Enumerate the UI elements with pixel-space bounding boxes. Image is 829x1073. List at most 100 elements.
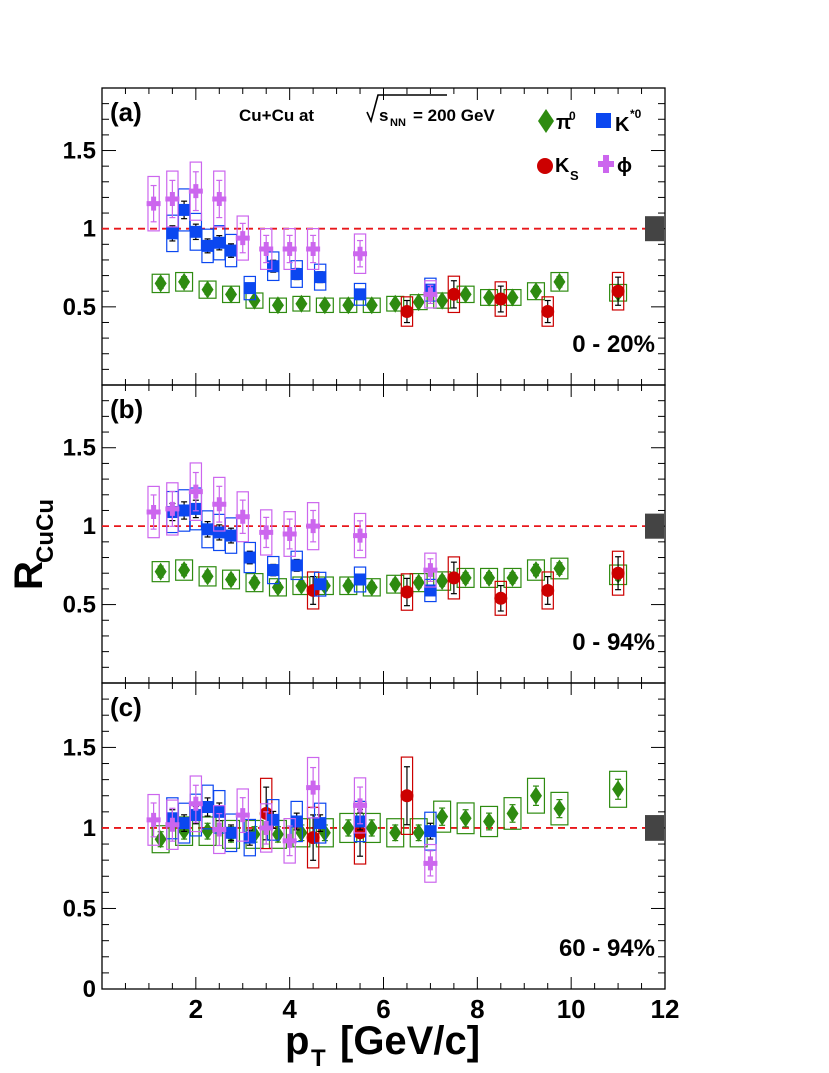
phi-marker [188, 484, 203, 499]
y-axis-title-sub: CuCu [32, 499, 59, 563]
x-tick-label: 4 [282, 994, 297, 1024]
pi0-marker [342, 576, 355, 595]
legend-kstar-marker [596, 113, 611, 128]
phi-marker [165, 501, 180, 516]
kstar-marker [178, 817, 191, 830]
legend-pi0-marker [538, 109, 554, 133]
pi0-marker [412, 573, 425, 592]
pi0-marker [553, 272, 566, 291]
phi-marker [282, 833, 297, 848]
kstar-marker [424, 584, 437, 597]
phi-marker [212, 497, 227, 512]
pi0-sys-box [503, 567, 522, 588]
x-axis-title-unit: [GeV/c] [340, 1019, 480, 1063]
phi-marker [306, 242, 321, 257]
phi-marker [235, 509, 250, 524]
phi-marker [212, 191, 227, 206]
x-tick-label: 8 [470, 994, 484, 1024]
pi0-marker [154, 562, 167, 581]
legend-ks-marker [537, 158, 553, 174]
legend-phi-label: ϕ [617, 155, 632, 177]
pi0-marker [436, 572, 449, 591]
pi0-marker [459, 568, 472, 587]
pi0-sys-box [480, 805, 499, 838]
pi0-marker [225, 285, 238, 304]
pi0-marker [529, 561, 542, 580]
x-tick-label: 6 [376, 994, 390, 1024]
kstar-marker [213, 805, 226, 818]
legend-phi-marker [598, 155, 614, 173]
phi-marker [188, 796, 203, 811]
kstar-marker [314, 817, 327, 830]
kstar-marker [178, 203, 191, 216]
x-tick-label: 12 [651, 994, 680, 1024]
x-axis-title-base: p [285, 1019, 309, 1063]
legend-kstar-sup: *0 [630, 107, 642, 121]
ks-marker [541, 583, 555, 597]
legend-energy-value: = 200 GeV [413, 106, 495, 125]
pi0-marker [295, 576, 308, 595]
kstar-marker [314, 578, 327, 591]
kstar-marker [189, 225, 202, 238]
pi0-sys-box [550, 557, 569, 580]
x-tick-label: 10 [557, 994, 586, 1024]
pi0-marker [529, 282, 542, 301]
centrality-label: 60 - 94% [559, 935, 655, 962]
pi0-marker [483, 812, 496, 831]
panel-a: 0.5 1 1.5 (a) 0 - 20% [63, 87, 666, 386]
kstar-marker [225, 529, 238, 542]
y-tick-label: 1.5 [63, 734, 96, 761]
pi0-marker [483, 568, 496, 587]
pi0-marker [389, 575, 402, 594]
pi0-marker [389, 823, 402, 842]
legend: Cu+Cu at s NN = 200 GeV π 0 K *0 K S ϕ [239, 94, 642, 183]
panel-b: 0.5 1 1.5 (b) 0 - 94% [63, 384, 666, 684]
kstar-marker [267, 564, 280, 577]
kstar-marker [213, 236, 226, 249]
ks-marker [611, 284, 625, 298]
legend-pi0-label: π [556, 112, 571, 134]
legend-system: Cu+Cu at [239, 106, 314, 125]
y-tick-label: 0.5 [63, 294, 96, 321]
pi0-sys-box [175, 271, 194, 292]
x-tick-label: 2 [189, 994, 203, 1024]
pi0-marker [436, 291, 449, 310]
pi0-marker [271, 578, 284, 597]
pi0-marker [248, 291, 261, 310]
phi-marker [259, 525, 274, 540]
y-axis-title: R CuCu [7, 499, 59, 590]
phi-marker [353, 798, 368, 813]
ks-marker [541, 305, 555, 319]
pi0-marker [483, 288, 496, 307]
pi0-marker [506, 288, 519, 307]
pi0-marker [225, 570, 238, 589]
pi0-marker [178, 272, 191, 291]
pi0-marker [506, 568, 519, 587]
pi0-sys-box [609, 770, 628, 808]
panel-c: 0 0.5 1 1.5 (c) 60 - 94% [63, 682, 666, 1003]
pi0-marker [553, 559, 566, 578]
pi0-marker [389, 294, 402, 313]
kstar-marker [213, 526, 226, 539]
pi0-marker [318, 296, 331, 315]
pi0-marker [201, 822, 214, 841]
pi0-sys-box [550, 271, 569, 292]
pi0-marker [295, 294, 308, 313]
ks-marker [306, 831, 320, 845]
pi0-marker [506, 804, 519, 823]
legend-kstar-label: K [615, 114, 630, 136]
pi0-marker [412, 293, 425, 312]
pi0-marker [178, 561, 191, 580]
phi-marker [146, 196, 161, 211]
panel-label: (a) [110, 97, 142, 127]
phi-marker [259, 242, 274, 257]
kstar-marker [243, 282, 256, 295]
normalization-uncertainty-box [645, 815, 664, 841]
kstar-marker [225, 826, 238, 839]
legend-ks-label: K [555, 155, 570, 177]
kstar-marker [201, 801, 214, 814]
phi-marker [282, 242, 297, 257]
y-tick-label: 0.5 [63, 592, 96, 619]
pi0-marker [529, 786, 542, 805]
phi-marker [423, 287, 438, 302]
